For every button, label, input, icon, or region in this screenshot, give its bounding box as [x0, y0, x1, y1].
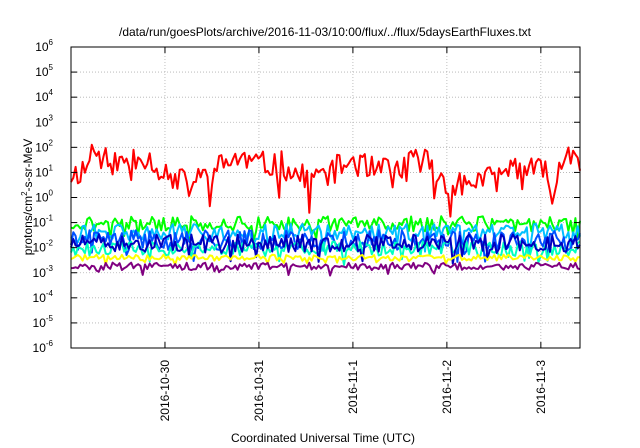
y-tick-label: 100	[35, 189, 53, 205]
x-axis: 2016-10-30 2016-10-31 2016-11-1 2016-11-2 20…	[158, 47, 548, 421]
y-tick-label: 10-6	[33, 339, 54, 355]
y-tick-label: 10-5	[33, 314, 54, 330]
y-tick-label: 10-3	[33, 264, 54, 280]
y-tick-label: 105	[35, 63, 53, 79]
series-line	[70, 143, 581, 218]
y-axis-label: protons/cm2-s-sr-MeV	[20, 139, 35, 255]
grid	[71, 47, 580, 348]
series-line	[70, 253, 580, 266]
series-line	[70, 261, 581, 277]
x-tick-label: 2016-11-2	[440, 360, 454, 414]
y-axis: 10-6 10-5 10-4 10-3 10-2 10-1 100 101 102 103 104 1…	[33, 38, 580, 355]
plot-frame	[70, 46, 581, 349]
x-tick-label: 2016-10-31	[252, 360, 266, 422]
x-tick-label: 2016-11-3	[534, 360, 548, 414]
y-tick-label: 101	[35, 163, 53, 179]
y-tick-label: 106	[35, 38, 53, 54]
x-axis-label: Coordinated Universal Time (UTC)	[231, 431, 415, 445]
plot-lines	[70, 143, 581, 277]
series-line	[70, 233, 581, 265]
series-line	[70, 215, 581, 242]
series-line	[70, 240, 581, 266]
y-tick-label: 10-2	[33, 239, 54, 255]
y-tick-label: 103	[35, 113, 53, 129]
y-tick-label: 10-4	[33, 289, 54, 305]
y-axis-label-pre: protons/cm	[21, 196, 35, 255]
y-axis-label-sup: 2	[20, 191, 29, 196]
y-tick-label: 104	[35, 88, 53, 104]
y-tick-label: 102	[35, 138, 53, 154]
y-tick-label: 10-1	[33, 214, 54, 230]
x-tick-label: 2016-11-1	[346, 360, 360, 414]
chart-title: /data/run/goesPlots/archive/2016-11-03/1…	[119, 25, 532, 39]
y-axis-label-post: -s-sr-MeV	[21, 139, 35, 192]
x-tick-label: 2016-10-30	[158, 360, 172, 422]
